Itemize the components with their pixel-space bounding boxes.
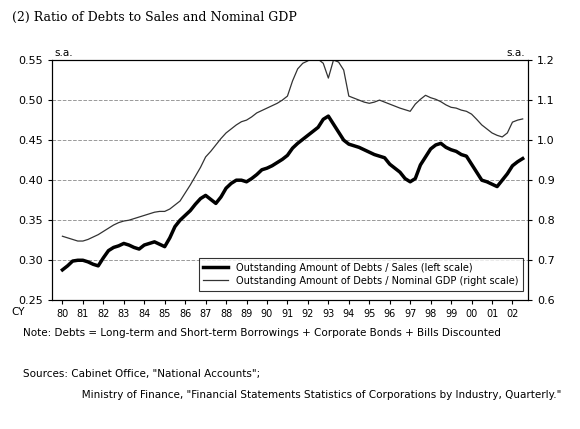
Line: Outstanding Amount of Debts / Sales (left scale): Outstanding Amount of Debts / Sales (lef… [63, 116, 523, 270]
Outstanding Amount of Debts / Nominal GDP (right scale) [335, 60, 342, 65]
Text: s.a.: s.a. [55, 48, 73, 57]
Text: Ministry of Finance, "Financial Statements Statistics of Corporations by Industr: Ministry of Finance, "Financial Statemen… [46, 390, 562, 400]
Outstanding Amount of Debts / Sales (left scale) [166, 235, 173, 240]
Text: (2) Ratio of Debts to Sales and Nominal GDP: (2) Ratio of Debts to Sales and Nominal … [12, 11, 296, 24]
Outstanding Amount of Debts / Sales (left scale) [514, 159, 521, 164]
Outstanding Amount of Debts / Sales (left scale) [325, 114, 332, 119]
Outstanding Amount of Debts / Nominal GDP (right scale) [182, 190, 188, 196]
Outstanding Amount of Debts / Nominal GDP (right scale) [310, 54, 317, 59]
Text: s.a.: s.a. [507, 48, 525, 57]
Outstanding Amount of Debts / Sales (left scale) [176, 218, 183, 223]
Outstanding Amount of Debts / Sales (left scale) [453, 149, 460, 154]
Outstanding Amount of Debts / Nominal GDP (right scale) [172, 202, 179, 208]
Outstanding Amount of Debts / Nominal GDP (right scale) [74, 239, 81, 244]
Outstanding Amount of Debts / Sales (left scale) [509, 163, 516, 168]
Legend: Outstanding Amount of Debts / Sales (left scale), Outstanding Amount of Debts / : Outstanding Amount of Debts / Sales (lef… [198, 258, 523, 290]
Outstanding Amount of Debts / Sales (left scale) [59, 267, 66, 272]
Outstanding Amount of Debts / Sales (left scale) [115, 243, 122, 248]
Line: Outstanding Amount of Debts / Nominal GDP (right scale): Outstanding Amount of Debts / Nominal GD… [63, 56, 523, 241]
Outstanding Amount of Debts / Nominal GDP (right scale) [514, 118, 521, 123]
Outstanding Amount of Debts / Nominal GDP (right scale) [458, 108, 465, 113]
Text: CY: CY [12, 307, 25, 317]
Outstanding Amount of Debts / Nominal GDP (right scale) [519, 116, 526, 121]
Text: Sources: Cabinet Office, "National Accounts";: Sources: Cabinet Office, "National Accou… [23, 369, 260, 379]
Outstanding Amount of Debts / Sales (left scale) [519, 156, 526, 161]
Text: Note: Debts = Long-term and Short-term Borrowings + Corporate Bonds + Bills Disc: Note: Debts = Long-term and Short-term B… [23, 328, 501, 338]
Outstanding Amount of Debts / Nominal GDP (right scale) [59, 234, 66, 239]
Outstanding Amount of Debts / Nominal GDP (right scale) [120, 218, 127, 224]
